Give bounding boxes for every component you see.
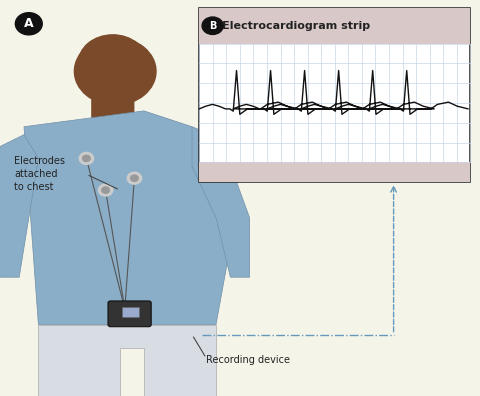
Text: A: A [24, 17, 34, 30]
Text: B  Electrocardiogram strip: B Electrocardiogram strip [206, 21, 371, 31]
Circle shape [78, 35, 147, 92]
Circle shape [98, 184, 113, 196]
Circle shape [79, 152, 94, 164]
FancyBboxPatch shape [199, 162, 470, 182]
Circle shape [102, 187, 109, 193]
Circle shape [131, 175, 138, 181]
Text: Recording device: Recording device [206, 355, 290, 366]
FancyBboxPatch shape [91, 87, 134, 127]
Circle shape [15, 13, 42, 35]
FancyBboxPatch shape [108, 301, 151, 327]
Circle shape [202, 17, 223, 34]
Polygon shape [192, 127, 250, 277]
Polygon shape [38, 325, 216, 396]
Circle shape [74, 38, 156, 105]
Polygon shape [24, 111, 230, 325]
FancyBboxPatch shape [199, 8, 470, 182]
Polygon shape [0, 135, 38, 277]
Text: B: B [209, 21, 216, 31]
FancyBboxPatch shape [122, 307, 139, 317]
FancyBboxPatch shape [199, 8, 470, 44]
Circle shape [83, 155, 90, 162]
Text: Electrodes
attached
to chest: Electrodes attached to chest [14, 156, 65, 192]
Circle shape [127, 172, 142, 184]
